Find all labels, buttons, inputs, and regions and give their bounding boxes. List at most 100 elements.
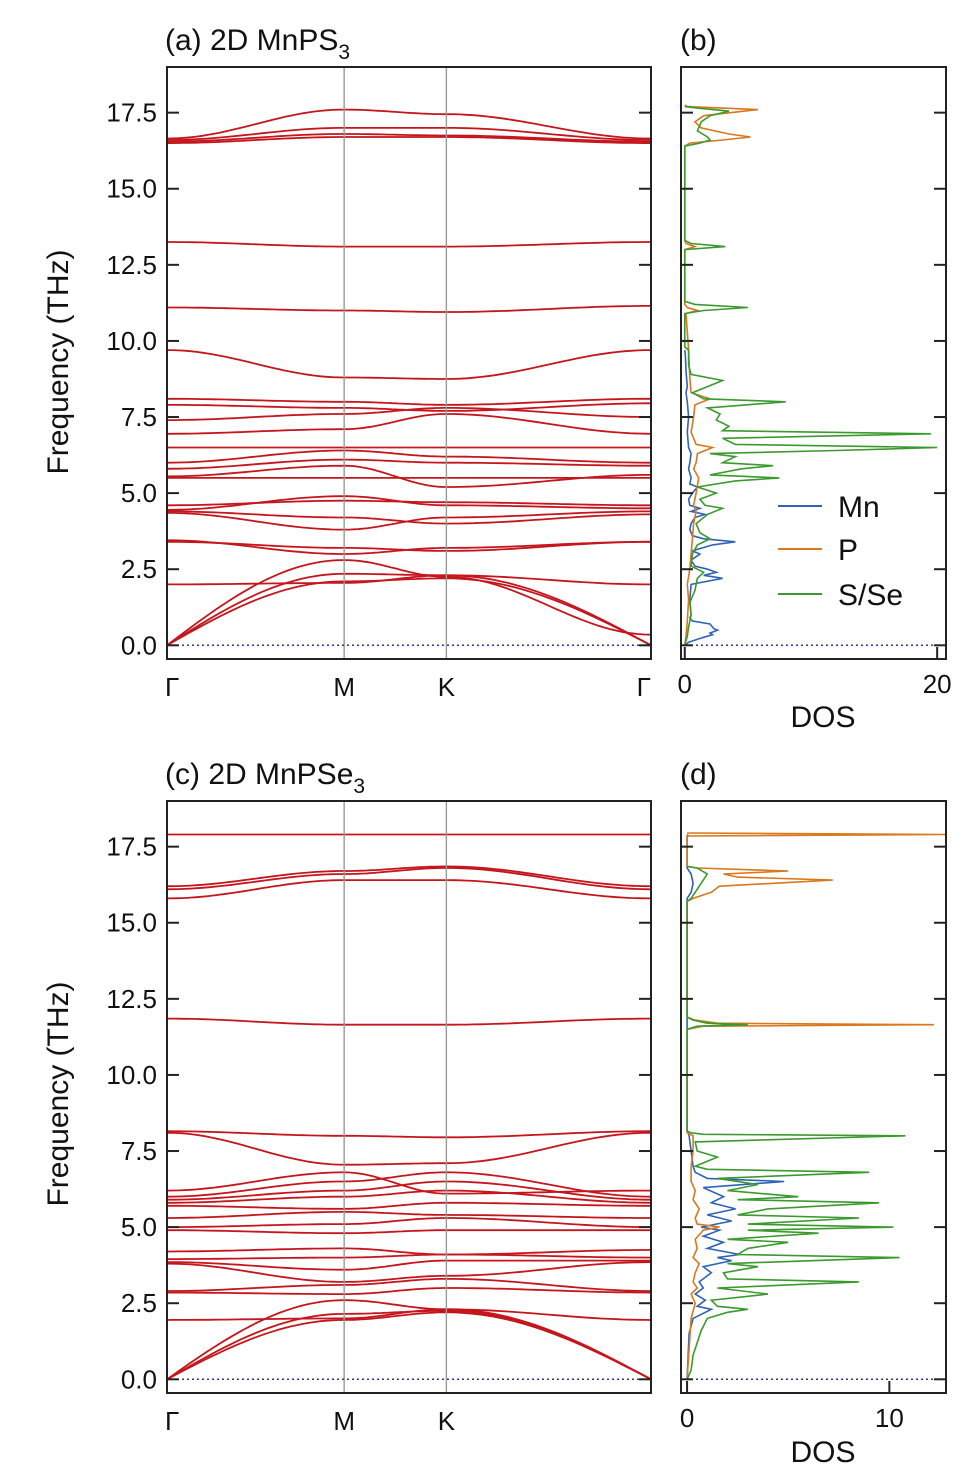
dos-x-axis-title-d: DOS [790,1436,855,1469]
kpath-label: K [438,1406,456,1436]
y-tick-label: 5.0 [121,478,157,508]
dos-x-ticks-b: 0 20 [678,647,952,699]
dos-panel-b: 0 20 (b) DOS Mn P S/Se [678,24,952,734]
panel-title-c-subscript: 3 [353,775,365,798]
y-tick-label: 7.5 [121,1136,157,1166]
y-axis-ticks-a: 0.0 2.5 5.0 7.5 10.0 12.5 15.0 17.5 [106,98,651,660]
band-10 [167,499,651,507]
y-tick-label: 2.5 [121,554,157,584]
band-19 [167,397,651,406]
panel-title-c: (c) 2D MnPSe3 [165,758,365,798]
band-25 [167,127,651,141]
band-frame-c [166,800,652,1394]
y-tick-label: 0.0 [121,1364,157,1394]
dos-x-tick-label: 20 [923,669,952,699]
dos-legend: Mn P S/Se [778,491,903,612]
kpath-label: Γ [165,1406,179,1436]
legend-label-p: P [838,534,858,567]
band-structure-panel-a: 0.0 2.5 5.0 7.5 10.0 12.5 15.0 17.5 Γ M K Γ (a) 2D… [42,24,652,702]
band-13 [166,458,651,470]
band-12 [166,464,651,488]
y-tick-label: 2.5 [121,1288,157,1318]
panel-title-c-main: (c) 2D MnPSe [165,758,353,791]
dos-frame-d [680,800,947,1394]
band-structure-panel-c: 0.0 2.5 5.0 7.5 10.0 12.5 15.0 17.5 Γ M K (c) 2D … [42,758,652,1436]
dos-panel-d: 0 10 (d) DOS [680,758,947,1469]
band-7 [166,1261,652,1283]
band-15 [167,1189,652,1204]
y-tick-label: 17.5 [106,98,157,128]
band-20 [166,1130,652,1139]
y-tick-label: 15.0 [106,174,157,204]
band-lines-a [166,108,652,647]
band-26 [166,108,651,140]
band-23 [166,867,652,891]
dos-x-ticks-d: 0 10 [680,1381,904,1433]
y-tick-label: 5.0 [121,1212,157,1242]
y-tick-label: 12.5 [106,250,157,280]
band-1 [166,1311,652,1381]
panel-title-a-main: (a) 2D MnPS [165,24,338,57]
dos-curve-p [686,832,947,1380]
band-10 [167,1247,652,1256]
band-9 [167,1253,652,1260]
band-21 [167,1017,651,1026]
band-2 [166,572,652,647]
y-tick-label: 0.0 [121,630,157,660]
dos-curves-b [684,104,938,646]
band-14 [166,449,651,464]
y-tick-label: 10.0 [106,326,157,356]
band-20 [167,349,651,380]
band-8 [167,1259,651,1271]
band-7 [167,510,651,531]
band-22 [167,241,651,248]
band-13 [167,1211,651,1219]
band-17 [167,407,651,421]
panel-title-a-subscript: 3 [338,41,350,64]
band-22 [166,879,652,900]
band-2 [166,1309,652,1381]
kpath-label: Γ [165,672,179,702]
band-3 [166,1299,652,1381]
band-frame-a [166,66,652,660]
dos-curve-s-se [686,865,906,1380]
kpath-label: M [333,672,355,702]
panel-title-a: (a) 2D MnPS3 [165,24,350,64]
band-4 [167,574,651,586]
band-16 [167,413,652,435]
band-6 [167,539,651,555]
dos-y-ticks-b [681,111,946,647]
dos-curve-p [684,104,759,646]
band-17 [166,1171,652,1198]
band-1 [166,577,652,647]
panel-title-b: (b) [680,24,717,57]
band-8 [167,510,651,525]
band-18 [166,1171,651,1195]
dos-curve-s-se [684,105,938,646]
dos-x-tick-label: 0 [678,669,692,699]
kpath-gridlines-c [343,801,448,1393]
band-3 [166,559,652,647]
dos-curves-d [686,832,947,1380]
band-12 [167,1217,651,1228]
band-11 [167,1229,651,1235]
band-24 [167,865,651,888]
dos-y-ticks-d [681,845,946,1381]
y-axis-title-a: Frequency (THz) [42,249,75,474]
dos-x-tick-label: 10 [875,1403,904,1433]
band-16 [167,1180,651,1201]
band-5 [167,540,651,552]
y-axis-ticks-c: 0.0 2.5 5.0 7.5 10.0 12.5 15.0 17.5 [106,832,651,1394]
dos-frame-b [680,66,947,660]
y-tick-label: 12.5 [106,984,157,1014]
y-tick-label: 17.5 [106,832,157,862]
panel-title-d: (d) [680,758,717,791]
legend-label-mn: Mn [838,491,880,524]
band-lines-c [166,833,652,1381]
band-14 [167,1201,651,1210]
band-24 [166,133,651,143]
kpath-label: M [333,1406,355,1436]
